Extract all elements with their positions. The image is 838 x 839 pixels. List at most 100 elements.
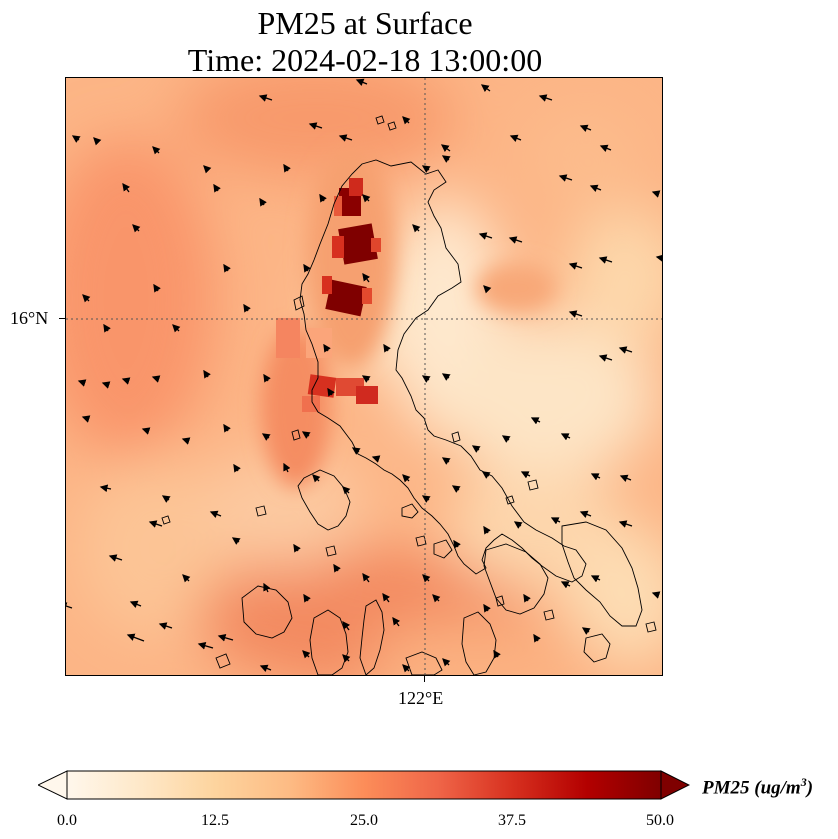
wind-arrow: [153, 283, 161, 293]
wind-arrow: [579, 124, 592, 133]
wind-arrow: [579, 510, 592, 519]
wind-arrow: [483, 603, 491, 613]
wind-arrow: [103, 323, 111, 333]
wind-arrow: [538, 94, 553, 102]
wind-arrow: [355, 78, 368, 87]
wind-arrow: [172, 324, 181, 333]
wind-arrow: [441, 457, 451, 465]
wind-arrow: [71, 135, 81, 143]
wind-arrow: [362, 572, 371, 583]
wind-arrow: [440, 144, 451, 153]
colorbar-extend-min: [36, 770, 68, 800]
wind-arrow: [108, 554, 123, 562]
wind-arrow: [148, 520, 163, 528]
wind-arrow: [618, 346, 633, 354]
wind-arrow: [122, 182, 131, 193]
lon-tick: [424, 676, 425, 682]
wind-arrow: [327, 387, 335, 397]
wind-arrow: [319, 193, 327, 203]
wind-arrow: [432, 594, 441, 603]
wind-arrow: [141, 427, 151, 435]
wind-arrow: [209, 510, 222, 519]
wind-arrow: [513, 521, 523, 529]
wind-arrow: [151, 375, 161, 383]
colorbar-tick-0: 0.0: [57, 812, 77, 829]
wind-arrow: [392, 616, 401, 627]
wind-arrow: [422, 574, 431, 583]
wind-arrow: [129, 600, 142, 609]
wind-arrow: [421, 165, 431, 173]
wind-arrow: [362, 194, 371, 203]
wind-arrow: [480, 84, 491, 93]
wind-arrow: [493, 649, 501, 659]
wind-arrow: [259, 197, 267, 207]
wind-arrow: [533, 633, 541, 643]
wind-arrow: [101, 381, 111, 389]
wind-arrow: [82, 294, 91, 303]
wind-arrow: [126, 633, 145, 642]
wind-arrow: [342, 654, 351, 663]
colorbar-svg: [36, 770, 691, 800]
wind-arrow: [258, 94, 273, 102]
wind-arrow: [283, 163, 291, 173]
wind-arrow: [223, 263, 231, 273]
wind-arrow: [412, 224, 421, 233]
wind-arrow: [520, 471, 531, 479]
wind-arrow: [182, 574, 191, 583]
wind-vectors: [66, 78, 662, 673]
wind-arrow: [263, 582, 271, 593]
wind-arrow: [508, 236, 523, 244]
wind-arrow: [158, 622, 173, 630]
wind-arrow: [481, 471, 491, 479]
pm25-map: [65, 77, 663, 676]
wind-arrow: [99, 484, 112, 493]
wind-arrow: [233, 463, 241, 473]
wind-arrow: [342, 620, 351, 631]
wind-arrow: [161, 495, 171, 503]
wind-arrow: [152, 146, 161, 155]
wind-arrow: [308, 122, 323, 130]
wind-arrow: [203, 165, 212, 174]
wind-arrow: [589, 184, 602, 193]
wind-arrow: [93, 137, 102, 146]
colorbar-tick-4: 50.0: [646, 812, 674, 829]
wind-arrow: [197, 642, 214, 650]
wind-arrow: [560, 433, 571, 441]
wind-arrow: [259, 664, 272, 673]
latitude-label: 16°N: [10, 308, 49, 328]
wind-arrow: [362, 272, 371, 283]
wind-arrow: [261, 433, 271, 441]
wind-arrow: [598, 256, 613, 264]
wind-arrow: [181, 437, 191, 445]
wind-arrow: [655, 254, 662, 263]
wind-arrow: [590, 473, 601, 481]
map-title-line2: Time: 2024-02-18 13:00:00: [187, 42, 543, 78]
colorbar-extend-max: [660, 770, 691, 800]
wind-arrow: [361, 375, 371, 383]
wind-arrow: [303, 593, 311, 603]
wind-arrow: [483, 525, 491, 535]
wind-arrow: [371, 455, 381, 463]
wind-arrow: [618, 520, 633, 528]
wind-arrow: [263, 373, 271, 383]
wind-arrow: [302, 650, 311, 659]
wind-arrow: [483, 285, 492, 294]
wind-arrow: [301, 431, 311, 439]
wind-arrow: [303, 263, 311, 273]
wind-arrow: [217, 634, 234, 642]
wind-arrow: [213, 183, 221, 193]
wind-arrow: [77, 379, 87, 387]
wind-arrow: [223, 423, 231, 433]
wind-arrow: [333, 563, 341, 573]
wind-arrow: [581, 627, 591, 635]
wind-arrow: [402, 664, 411, 673]
gridlines: [66, 78, 662, 675]
wind-arrow: [231, 537, 241, 545]
wind-arrow: [560, 581, 571, 589]
wind-arrow: [619, 474, 632, 483]
wind-arrow: [442, 658, 451, 667]
wind-arrow: [421, 375, 431, 383]
wind-arrow: [509, 134, 522, 143]
wind-arrow: [530, 417, 541, 425]
wind-arrow: [132, 224, 141, 233]
